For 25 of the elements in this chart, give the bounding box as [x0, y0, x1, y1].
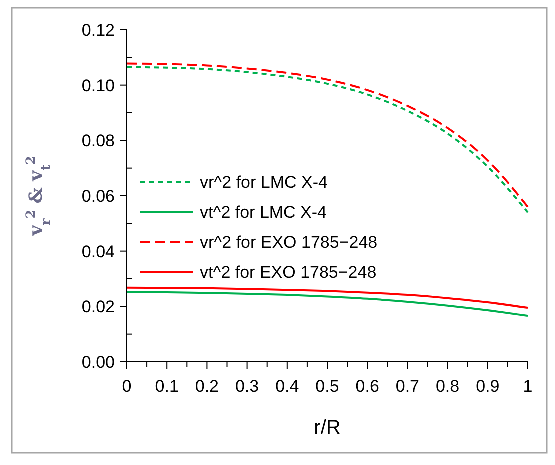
legend-label: vr^2 for LMC X-4 [200, 172, 328, 192]
y-tick-label: 0.02 [82, 298, 115, 317]
x-tick-label: 0.9 [476, 377, 500, 396]
x-tick-label: 0.6 [356, 377, 380, 396]
y-tick-label: 0.06 [82, 186, 115, 206]
legend-label: vt^2 for EXO 1785−248 [200, 262, 377, 282]
x-tick-label: 0 [122, 377, 132, 396]
x-tick-label: 0.8 [436, 377, 460, 396]
x-tick-label: 1 [523, 377, 533, 396]
legend-label: vr^2 for EXO 1785−248 [200, 232, 378, 252]
line-series [126, 286, 529, 310]
x-tick-label: 0.1 [155, 377, 179, 396]
y-tick-label: 0.12 [82, 20, 115, 40]
y-tick-label: 0.08 [82, 132, 115, 151]
y-tick-label: 0.10 [82, 76, 115, 96]
legend-label: vt^2 for LMC X-4 [200, 202, 328, 222]
x-tick-label: 0.7 [396, 377, 420, 396]
x-tick-label: 0.2 [195, 377, 220, 396]
y-tick-label: 0.00 [82, 352, 115, 372]
y-tick-label: 0.04 [82, 242, 115, 262]
line-series [126, 291, 529, 318]
x-tick-label: 0.5 [316, 377, 340, 396]
x-tick-label: 0.3 [235, 377, 260, 396]
x-tick-label: 0.4 [276, 377, 300, 396]
x-axis-title: r/R [314, 417, 341, 439]
